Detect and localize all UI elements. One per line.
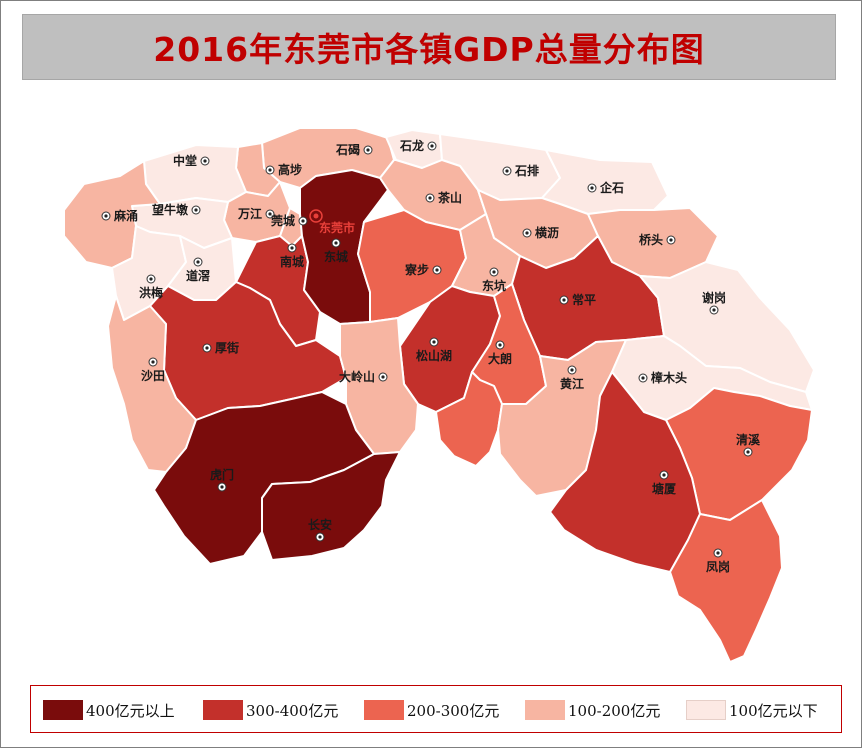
town-label: 高埗 xyxy=(278,162,302,177)
legend-item-below-100: 100亿元以下 xyxy=(686,699,818,721)
region-songshan-lake-south xyxy=(435,371,503,467)
town-marker-dot xyxy=(435,268,439,272)
town-label: 厚街 xyxy=(215,340,239,355)
town-marker-dot xyxy=(290,246,294,250)
town-label: 沙田 xyxy=(141,369,165,383)
town-marker-dot xyxy=(525,231,529,235)
town-marker-dot xyxy=(203,159,207,163)
town-marker-dot xyxy=(669,238,673,242)
town-label: 企石 xyxy=(599,180,624,195)
town-marker-dot xyxy=(428,196,432,200)
town-marker-dot xyxy=(430,144,434,148)
town-label: 桥头 xyxy=(639,232,663,247)
town-marker-dot xyxy=(220,485,224,489)
town-marker-dot xyxy=(562,298,566,302)
town-label: 望牛墩 xyxy=(152,202,189,217)
town-marker-dot xyxy=(381,375,385,379)
town-marker-dot xyxy=(505,169,509,173)
legend-item-100-200: 100-200亿元 xyxy=(525,699,660,721)
town-label: 塘厦 xyxy=(652,481,677,496)
town-marker-dot xyxy=(151,360,155,364)
legend-swatch xyxy=(364,700,404,720)
town-label: 石龙 xyxy=(399,138,424,153)
town-label: 樟木头 xyxy=(651,370,687,385)
town-label: 道滘 xyxy=(186,268,210,283)
town-marker-dot xyxy=(716,551,720,555)
region-32 xyxy=(669,499,783,663)
town-marker-dot xyxy=(641,376,645,380)
legend-label: 100-200亿元 xyxy=(568,701,661,720)
legend-label: 400亿元以上 xyxy=(86,701,175,720)
town-label: 大朗 xyxy=(488,351,512,366)
town-marker-dot xyxy=(746,450,750,454)
town-marker-dot xyxy=(432,340,436,344)
town-marker-dot xyxy=(268,168,272,172)
town-label: 石碣 xyxy=(335,143,360,157)
town-marker-dot xyxy=(318,535,322,539)
region-25 xyxy=(339,317,419,455)
town-label: 谢岗 xyxy=(702,290,726,305)
legend-label: 200-300亿元 xyxy=(407,701,500,720)
town-marker-dot xyxy=(498,343,502,347)
town-label: 东城 xyxy=(324,249,348,264)
town-marker-dot xyxy=(196,260,200,264)
town-label: 中堂 xyxy=(173,153,197,168)
town-label: 茶山 xyxy=(437,190,462,205)
town-marker-dot xyxy=(301,219,305,223)
capital-marker: 东莞市 xyxy=(309,209,355,235)
town-marker-dot xyxy=(149,277,153,281)
town-marker-dot xyxy=(712,308,716,312)
town-marker-dot xyxy=(492,270,496,274)
legend-item-400-plus: 400亿元以上 xyxy=(43,699,175,721)
town-label: 虎门 xyxy=(210,467,234,482)
town-label: 大岭山 xyxy=(339,369,375,384)
town-marker-dot xyxy=(334,241,338,245)
town-label: 黄江 xyxy=(560,376,584,391)
legend-swatch xyxy=(203,700,243,720)
town-label: 南城 xyxy=(280,254,304,269)
town-marker-dot xyxy=(366,148,370,152)
town-label: 麻涌 xyxy=(113,208,138,223)
town-marker-dot xyxy=(205,346,209,350)
town-marker-dot xyxy=(194,208,198,212)
town-label: 寮步 xyxy=(404,262,429,277)
town-marker-dot xyxy=(570,368,574,372)
legend-item-200-300: 200-300亿元 xyxy=(364,699,499,721)
town-label: 长安 xyxy=(308,517,332,532)
legend-item-300-400: 300-400亿元 xyxy=(203,699,338,721)
town-label: 松山湖 xyxy=(416,348,452,363)
town-label: 万江 xyxy=(237,206,262,221)
town-label: 清溪 xyxy=(736,432,761,447)
legend-swatch xyxy=(525,700,565,720)
town-label: 石排 xyxy=(514,163,539,178)
town-marker-dot xyxy=(268,212,272,216)
region-31 xyxy=(261,451,401,561)
title-bar: 2016年东莞市各镇GDP总量分布图 xyxy=(22,14,836,80)
legend-swatch xyxy=(43,700,83,720)
legend: 400亿元以上 300-400亿元 200-300亿元 100-200亿元 10… xyxy=(30,685,842,733)
town-label: 洪梅 xyxy=(139,285,163,300)
town-marker-dot xyxy=(104,214,108,218)
town-label: 凤岗 xyxy=(706,560,730,574)
town-label: 常平 xyxy=(572,292,596,307)
map-title: 2016年东莞市各镇GDP总量分布图 xyxy=(153,30,705,69)
legend-label: 100亿元以下 xyxy=(729,701,818,720)
town-marker-dot xyxy=(590,186,594,190)
town-label: 横沥 xyxy=(535,225,559,240)
town-label: 东坑 xyxy=(482,278,506,293)
town-marker-dot xyxy=(662,473,666,477)
town-label: 莞城 xyxy=(271,213,295,228)
legend-swatch xyxy=(686,700,726,720)
legend-label: 300-400亿元 xyxy=(246,701,339,720)
capital-label: 东莞市 xyxy=(319,220,355,235)
